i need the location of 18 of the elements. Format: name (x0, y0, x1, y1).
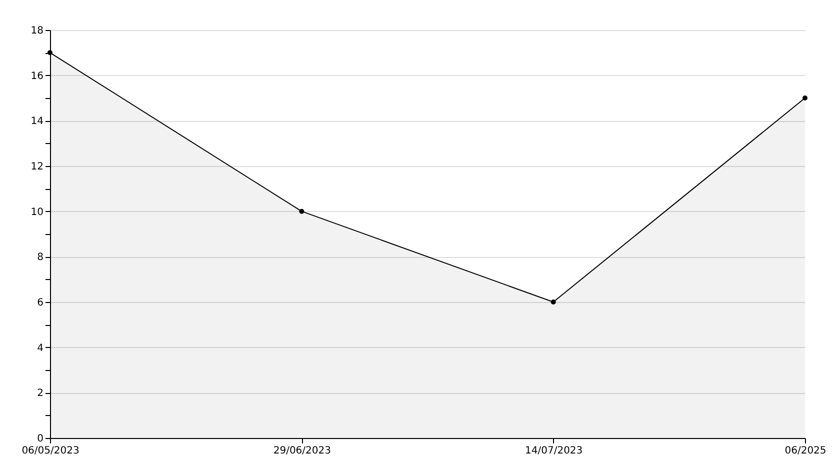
point (802, 96, 808, 100)
x-tick-label: 29/06/2023 (273, 446, 331, 456)
y-tick-label: 6 (37, 298, 44, 308)
x-tick-label: 06/2025 (784, 446, 826, 456)
y-tick-label: 8 (37, 252, 44, 264)
x-tick-label: 14/07/2023 (525, 446, 583, 456)
y-tick-label: 18 (30, 26, 44, 36)
y-tick-label: 16 (30, 70, 44, 82)
point (299, 208, 304, 214)
y-tick-label: 10 (30, 206, 44, 218)
y-tick-label: 4 (37, 342, 44, 354)
point (48, 50, 52, 56)
point (550, 300, 556, 304)
y-tick-label: 2 (37, 388, 44, 400)
y-tick-label: 0 (37, 434, 44, 444)
x-tick-label: 06/05/2023 (22, 446, 80, 456)
y-tick-label: 14 (30, 116, 44, 128)
y-tick-label: 12 (30, 162, 44, 172)
